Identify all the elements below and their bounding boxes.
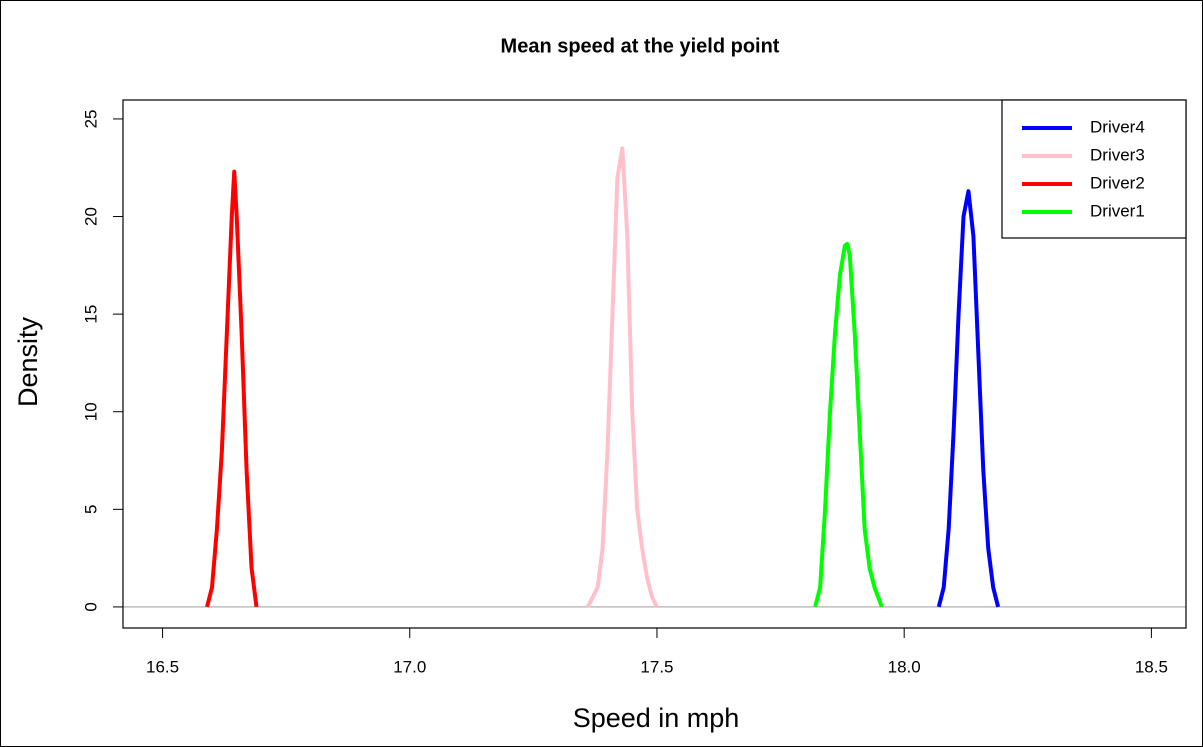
density-line	[585, 146, 659, 608]
density-line	[936, 189, 1001, 608]
y-tick-label: 20	[81, 207, 100, 226]
x-tick-label: 18.5	[1135, 657, 1168, 676]
x-axis-label: Speed in mph	[573, 703, 740, 733]
legend-label: Driver4	[1090, 117, 1145, 136]
legend-label: Driver1	[1090, 201, 1145, 220]
y-tick-label: 5	[81, 505, 100, 514]
legend-label: Driver2	[1090, 173, 1145, 192]
density-line	[813, 241, 884, 608]
legend-box	[1001, 99, 1187, 239]
y-tick-label: 10	[81, 402, 100, 421]
chart-title: Mean speed at the yield point	[501, 35, 780, 57]
x-tick-label: 18.0	[888, 657, 921, 676]
x-tick-label: 17.0	[393, 657, 426, 676]
x-tick-label: 16.5	[146, 657, 179, 676]
y-tick-label: 25	[81, 109, 100, 128]
y-tick-label: 0	[81, 602, 100, 611]
density-line	[205, 169, 259, 608]
plot-box	[122, 99, 1187, 629]
y-axis-label: Density	[13, 316, 43, 407]
x-tick-label: 17.5	[640, 657, 673, 676]
legend-label: Driver3	[1090, 145, 1145, 164]
y-tick-label: 15	[81, 305, 100, 324]
